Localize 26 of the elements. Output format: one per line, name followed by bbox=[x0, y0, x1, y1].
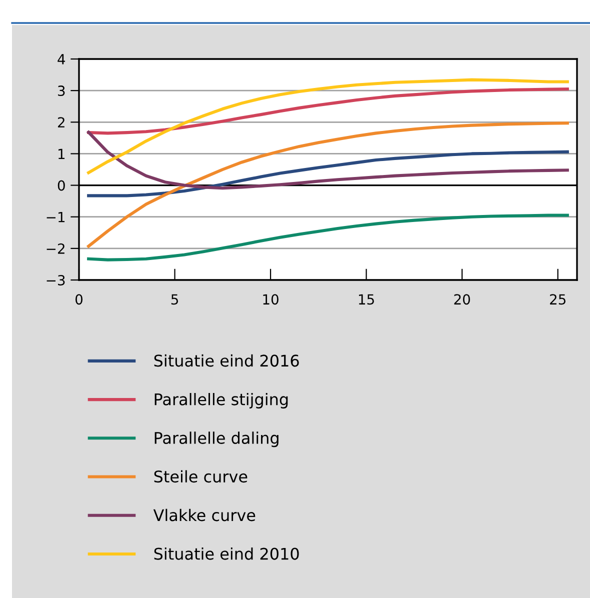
y-tick-label: −3 bbox=[46, 274, 65, 286]
y-tick-label: 0 bbox=[58, 180, 65, 191]
line-series bbox=[87, 130, 569, 190]
x-tick-label: 5 bbox=[171, 294, 178, 305]
x-tick-label: 20 bbox=[454, 294, 470, 305]
y-tick-label: 3 bbox=[58, 86, 65, 96]
legend-label: Parallelle stijging bbox=[154, 392, 288, 408]
x-tick-label: 25 bbox=[550, 294, 566, 305]
legend-label: Situatie eind 2016 bbox=[154, 354, 299, 367]
y-tick-label: 1 bbox=[58, 148, 65, 159]
x-tick-label: 10 bbox=[263, 294, 278, 305]
line-series bbox=[87, 87, 569, 135]
legend-label: Steile curve bbox=[154, 470, 248, 483]
x-tick-label: 15 bbox=[358, 294, 374, 305]
legend-label: Vlakke curve bbox=[153, 508, 256, 522]
x-tick-label: 0 bbox=[75, 294, 82, 305]
y-tick-label: 2 bbox=[58, 117, 64, 128]
line-series bbox=[87, 214, 569, 262]
y-tick-label: −1 bbox=[46, 212, 65, 222]
y-tick-label: 4 bbox=[58, 54, 66, 64]
legend-label: Situatie eind 2010 bbox=[154, 547, 299, 560]
line-series bbox=[87, 78, 569, 174]
line-series bbox=[87, 122, 569, 248]
y-tick-label: −2 bbox=[46, 243, 64, 254]
legend-label: Parallelle daling bbox=[154, 432, 278, 448]
line-series bbox=[87, 150, 569, 198]
